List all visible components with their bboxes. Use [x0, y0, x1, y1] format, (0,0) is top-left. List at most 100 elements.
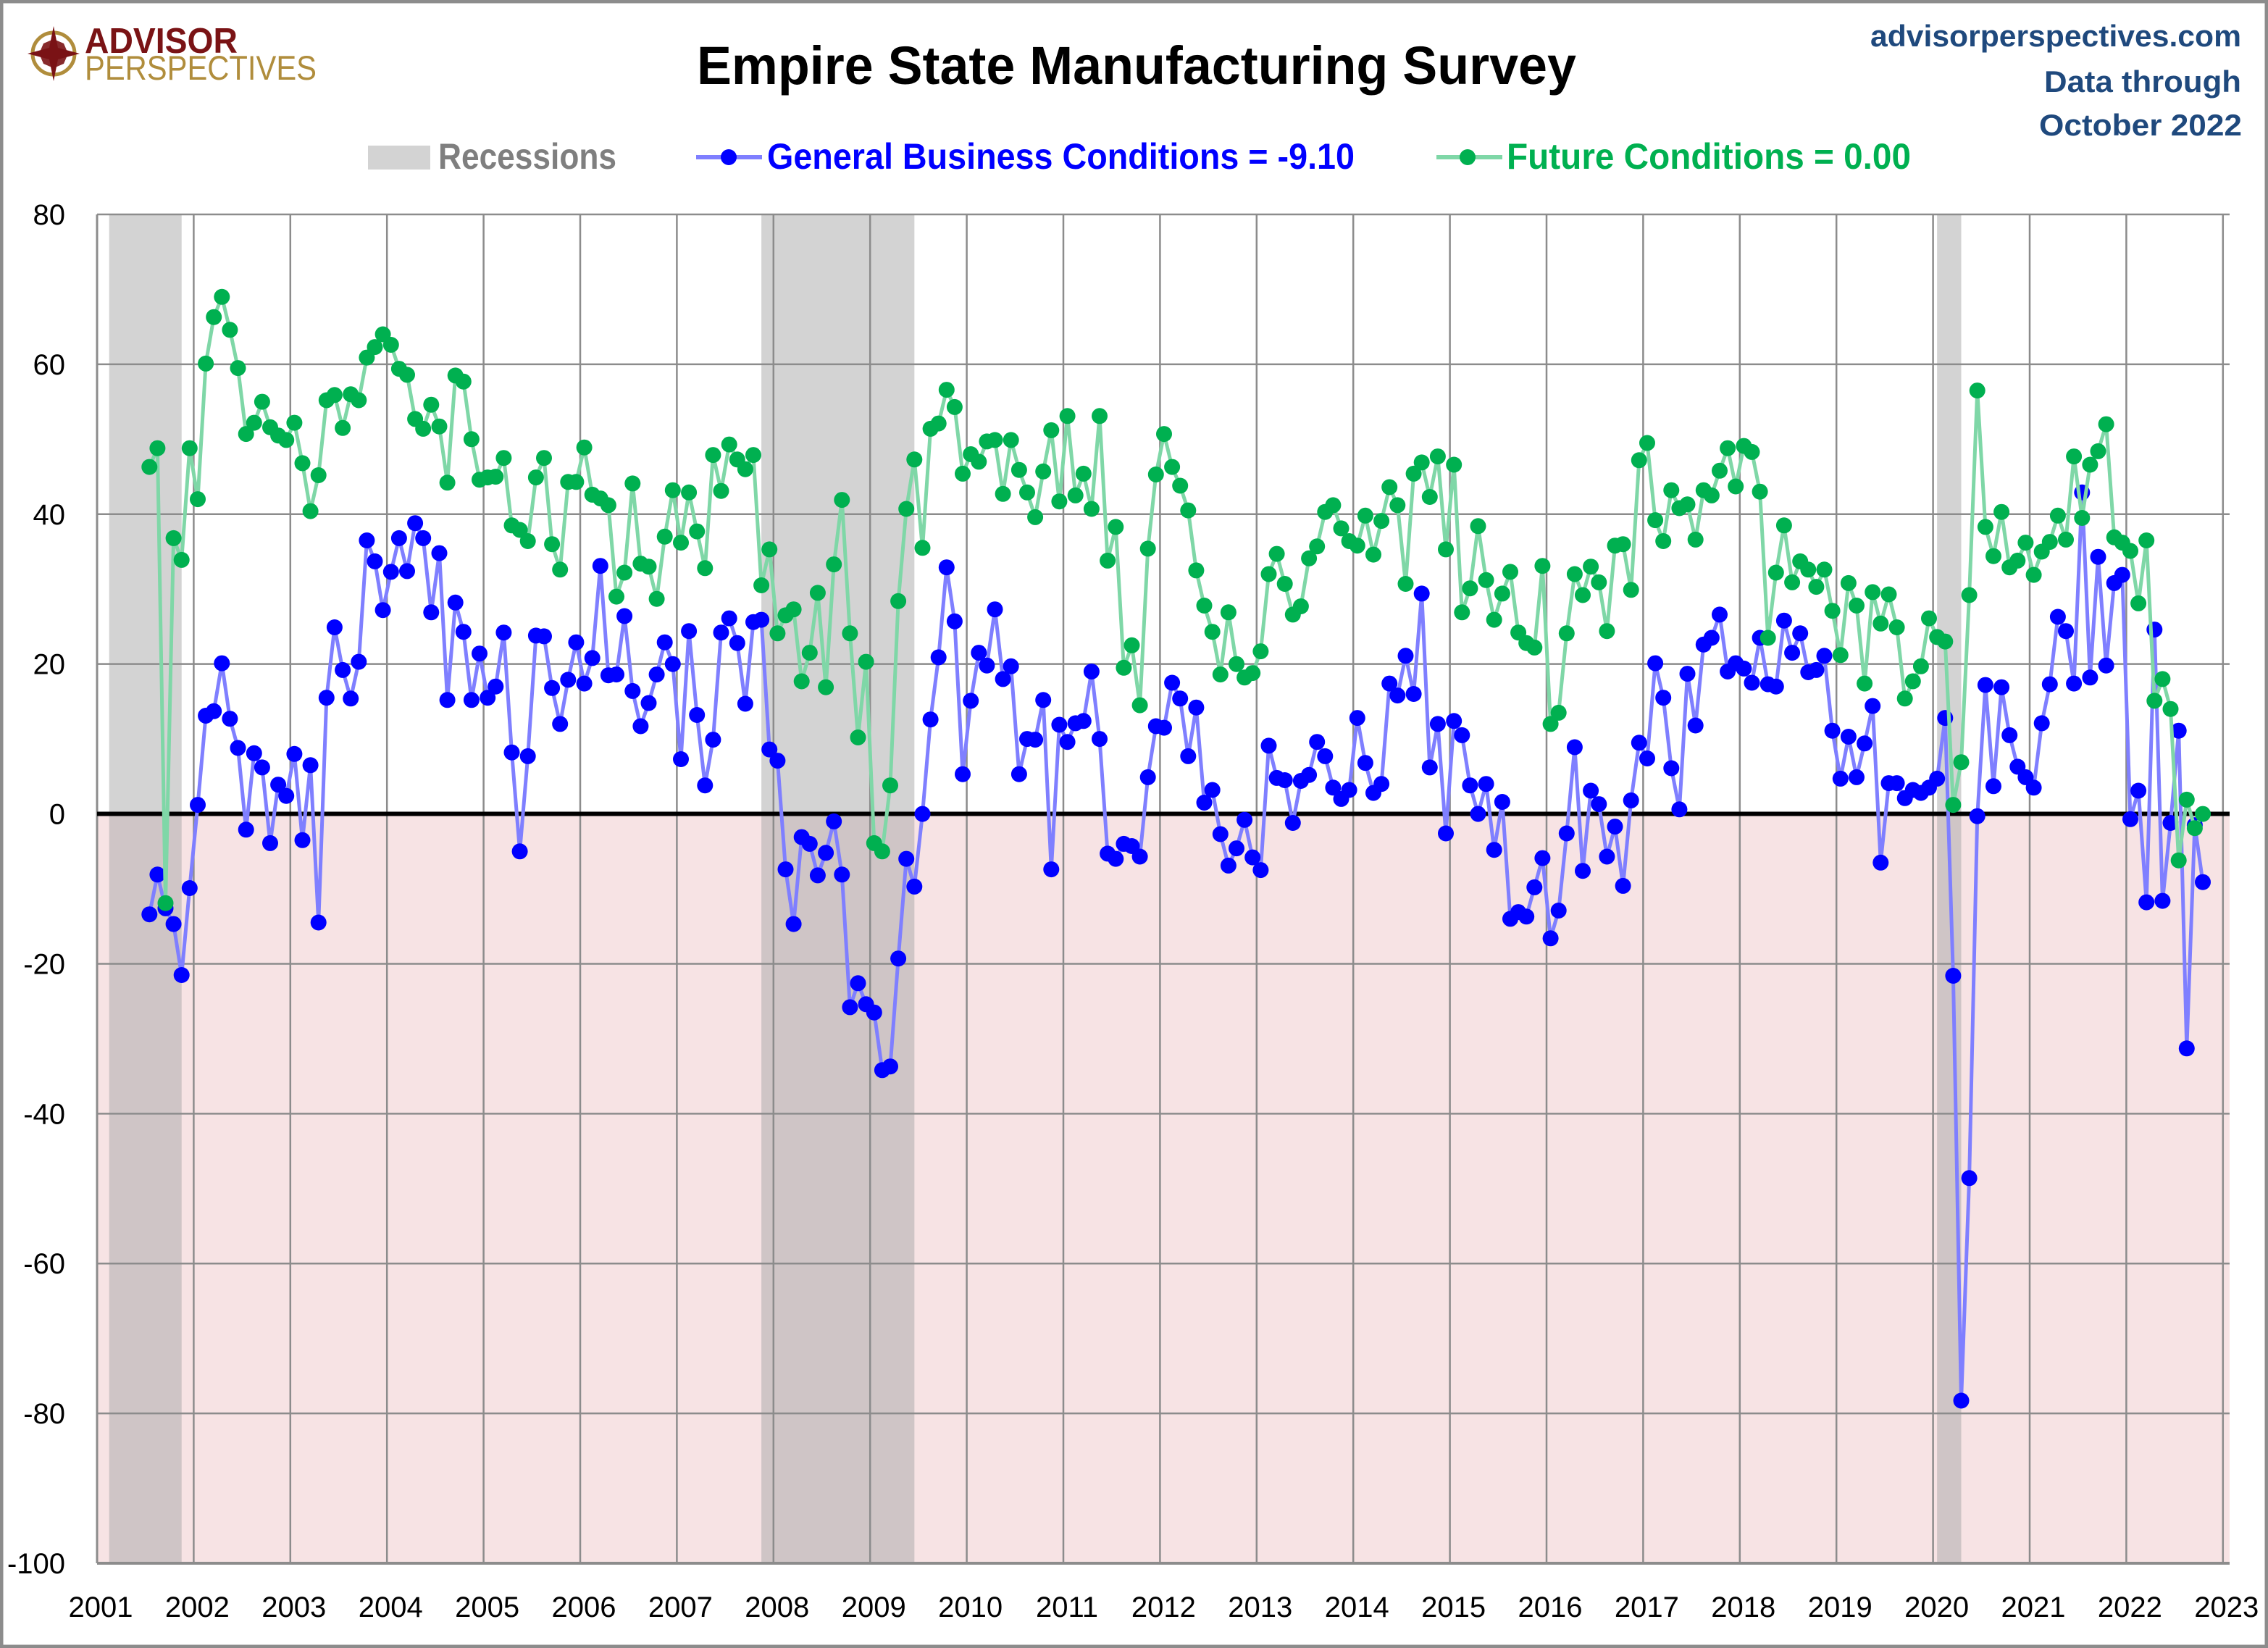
future-point	[874, 843, 890, 860]
gbc-point	[1808, 661, 1825, 678]
gbc-point	[415, 530, 432, 546]
legend-item-future[interactable]: Future Conditions = 0.00	[1436, 136, 1911, 177]
gbc-point	[1317, 748, 1334, 764]
future-point	[1502, 564, 1518, 580]
gbc-point	[190, 797, 206, 813]
future-point	[713, 482, 729, 499]
future-point	[1220, 604, 1236, 621]
future-point	[2178, 791, 2195, 808]
gbc-point	[1381, 675, 1398, 692]
future-point	[1888, 619, 1905, 635]
gbc-point	[1712, 606, 1728, 623]
future-point	[1229, 656, 1244, 672]
future-point	[753, 577, 770, 593]
y-tick-label: -60	[23, 1248, 65, 1280]
future-point	[2090, 443, 2106, 459]
future-point	[1639, 435, 1655, 451]
gbc-point	[1260, 737, 1277, 754]
future-point	[1268, 545, 1285, 562]
gbc-point	[713, 624, 729, 641]
gbc-point	[1961, 1170, 1978, 1187]
gbc-point	[1108, 850, 1124, 867]
gbc-point	[399, 563, 415, 580]
gbc-point	[1993, 679, 2010, 695]
gbc-point	[544, 679, 561, 696]
future-point	[488, 469, 504, 485]
gbc-point	[850, 975, 866, 992]
gbc-point	[1824, 722, 1841, 739]
future-point	[1035, 463, 1052, 480]
gbc-point	[390, 530, 407, 546]
future-point	[906, 451, 923, 468]
future-point	[463, 431, 480, 448]
future-point	[1027, 509, 1044, 525]
gbc-point	[1196, 795, 1213, 811]
gbc-point	[898, 850, 915, 867]
gbc-point	[560, 672, 577, 688]
future-point	[1912, 658, 1929, 674]
future-point	[705, 447, 721, 464]
gbc-point	[906, 878, 923, 895]
gbc-point	[664, 656, 681, 672]
future-point	[1728, 478, 1744, 495]
compass-logo-icon	[28, 26, 80, 81]
gbc-point	[1341, 782, 1357, 798]
future-point	[664, 482, 681, 498]
y-tick-label: 20	[33, 649, 66, 681]
gbc-point	[407, 515, 424, 532]
future-point	[1429, 448, 1446, 465]
future-point	[230, 360, 246, 377]
future-point	[1904, 673, 1921, 690]
gbc-point	[1832, 770, 1849, 787]
future-point	[1172, 477, 1189, 494]
gbc-point	[1888, 775, 1905, 792]
gbc-point	[1591, 796, 1607, 813]
future-point	[1108, 519, 1124, 535]
gbc-point	[1188, 699, 1205, 716]
x-tick-label: 2011	[1036, 1591, 1098, 1623]
gbc-point	[2098, 657, 2114, 674]
x-tick-label: 2005	[455, 1591, 519, 1623]
future-point	[1131, 697, 1148, 714]
gbc-point	[423, 604, 440, 621]
future-point	[173, 551, 190, 568]
gbc-point	[326, 619, 343, 635]
y-tick-label: 0	[49, 799, 65, 831]
gbc-point	[480, 690, 496, 706]
gbc-point	[1043, 861, 1060, 878]
future-point	[238, 426, 254, 443]
future-point	[1808, 579, 1825, 595]
gbc-point	[890, 950, 907, 967]
future-point	[930, 415, 947, 432]
gbc-point	[1349, 710, 1365, 727]
gbc-point	[1075, 713, 1092, 729]
future-point	[1921, 610, 1937, 627]
future-point	[946, 398, 963, 415]
future-point	[616, 564, 633, 581]
future-point	[1309, 538, 1326, 555]
future-point	[1389, 497, 1406, 514]
future-point	[850, 729, 866, 745]
gbc-point	[1969, 808, 1985, 824]
future-point	[834, 492, 850, 509]
future-point	[1212, 666, 1229, 683]
gbc-point	[374, 602, 391, 619]
gbc-point	[1389, 687, 1406, 704]
gbc-point	[1615, 877, 1631, 894]
gbc-point	[818, 845, 834, 861]
future-point	[793, 673, 810, 690]
future-point	[1679, 496, 1696, 513]
gbc-point	[181, 880, 198, 896]
future-point	[222, 322, 238, 338]
future-point	[1720, 440, 1736, 456]
future-point	[1454, 604, 1470, 621]
x-tick-label: 2012	[1131, 1591, 1196, 1623]
x-tick-label: 2019	[1808, 1591, 1872, 1623]
gbc-point	[1599, 848, 1615, 865]
data-through-date: October 2022	[2039, 108, 2242, 142]
legend-item-recessions[interactable]: Recessions	[368, 136, 616, 177]
gbc-point	[1767, 678, 1784, 695]
future-point	[2122, 543, 2138, 559]
legend-item-gbc[interactable]: General Business Conditions = -9.10	[696, 136, 1355, 177]
future-point	[294, 455, 311, 472]
